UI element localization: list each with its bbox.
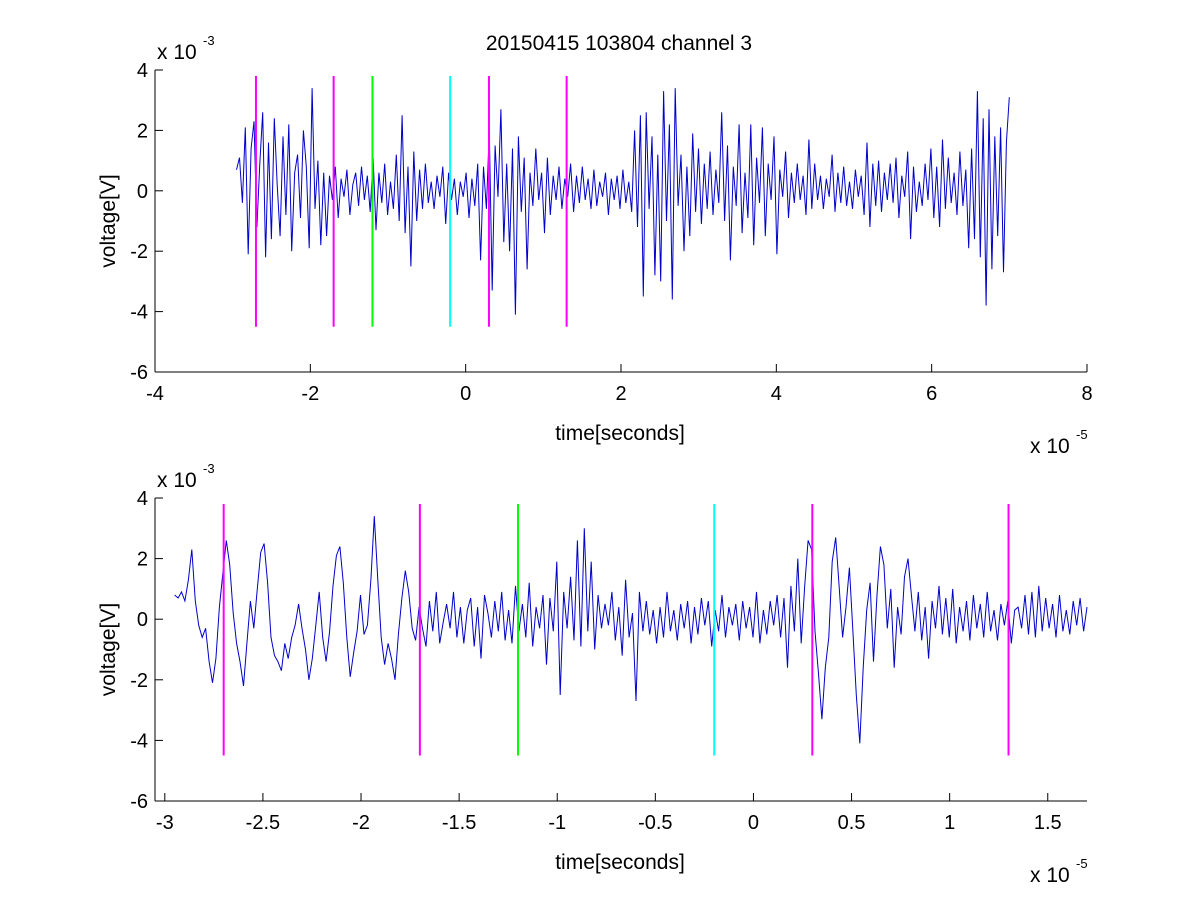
x-tick-label: -2 — [301, 383, 319, 405]
series-line — [236, 88, 1010, 315]
x-exponent-power: -5 — [1076, 427, 1088, 442]
plot-bottom: -3 -2.5 -2 -1.5 -1 -0.5 0 0.5 1 1.5 -6 -4 -2 0 2 4 time[… — [97, 461, 1088, 887]
y-tick-label: 0 — [137, 181, 148, 203]
y-tick-label: -4 — [130, 302, 148, 324]
x-tick-label: -1.5 — [442, 812, 476, 834]
x-tick-label: -2 — [352, 812, 370, 834]
x-axis-label: time[seconds] — [555, 422, 685, 445]
x-tick-label: 0 — [748, 812, 759, 834]
y-tick-label: -2 — [130, 670, 148, 692]
x-tick-label: -4 — [146, 383, 164, 405]
y-exponent: x 10 — [157, 469, 197, 492]
y-axis-label: voltage[V] — [97, 603, 120, 696]
plot-top: -4 -2 0 2 4 6 8-6-4-2024time[seconds]voltage[V… — [97, 33, 1093, 458]
x-exponent: x 10 — [1030, 864, 1070, 887]
x-tick-label: -1 — [548, 812, 566, 834]
y-tick-label: 4 — [137, 60, 148, 82]
y-tick-label: 0 — [137, 609, 148, 631]
x-axis-label: time[seconds] — [555, 851, 685, 874]
y-exponent-power: -3 — [203, 33, 215, 48]
y-exponent-power: -3 — [203, 461, 215, 476]
series-line — [174, 516, 1088, 744]
x-tick-label: -2.5 — [246, 812, 280, 834]
x-tick-label: 4 — [771, 383, 782, 405]
x-tick-label: 2 — [615, 383, 626, 405]
figure-title: 20150415 103804 channel 3 — [486, 32, 752, 55]
y-tick-label: -4 — [130, 730, 148, 752]
x-tick-label: 8 — [1081, 383, 1092, 405]
y-tick-label: -6 — [130, 362, 148, 384]
x-tick-label: -3 — [156, 812, 174, 834]
y-tick-label: 4 — [137, 488, 148, 510]
x-tick-label: 1.5 — [1034, 812, 1062, 834]
y-tick-label: -6 — [130, 791, 148, 813]
y-tick-label: -2 — [130, 241, 148, 263]
x-exponent: x 10 — [1030, 435, 1070, 458]
x-exponent-power: -5 — [1076, 856, 1088, 871]
y-tick-label: 2 — [137, 120, 148, 142]
y-axis-label: voltage[V] — [97, 174, 120, 267]
x-tick-label: -0.5 — [638, 812, 672, 834]
x-tick-label: 0 — [460, 383, 471, 405]
y-exponent: x 10 — [157, 41, 197, 64]
x-tick-label: 6 — [926, 383, 937, 405]
x-tick-label: 1 — [944, 812, 955, 834]
x-tick-label: 0.5 — [838, 812, 866, 834]
y-tick-label: 2 — [137, 549, 148, 571]
